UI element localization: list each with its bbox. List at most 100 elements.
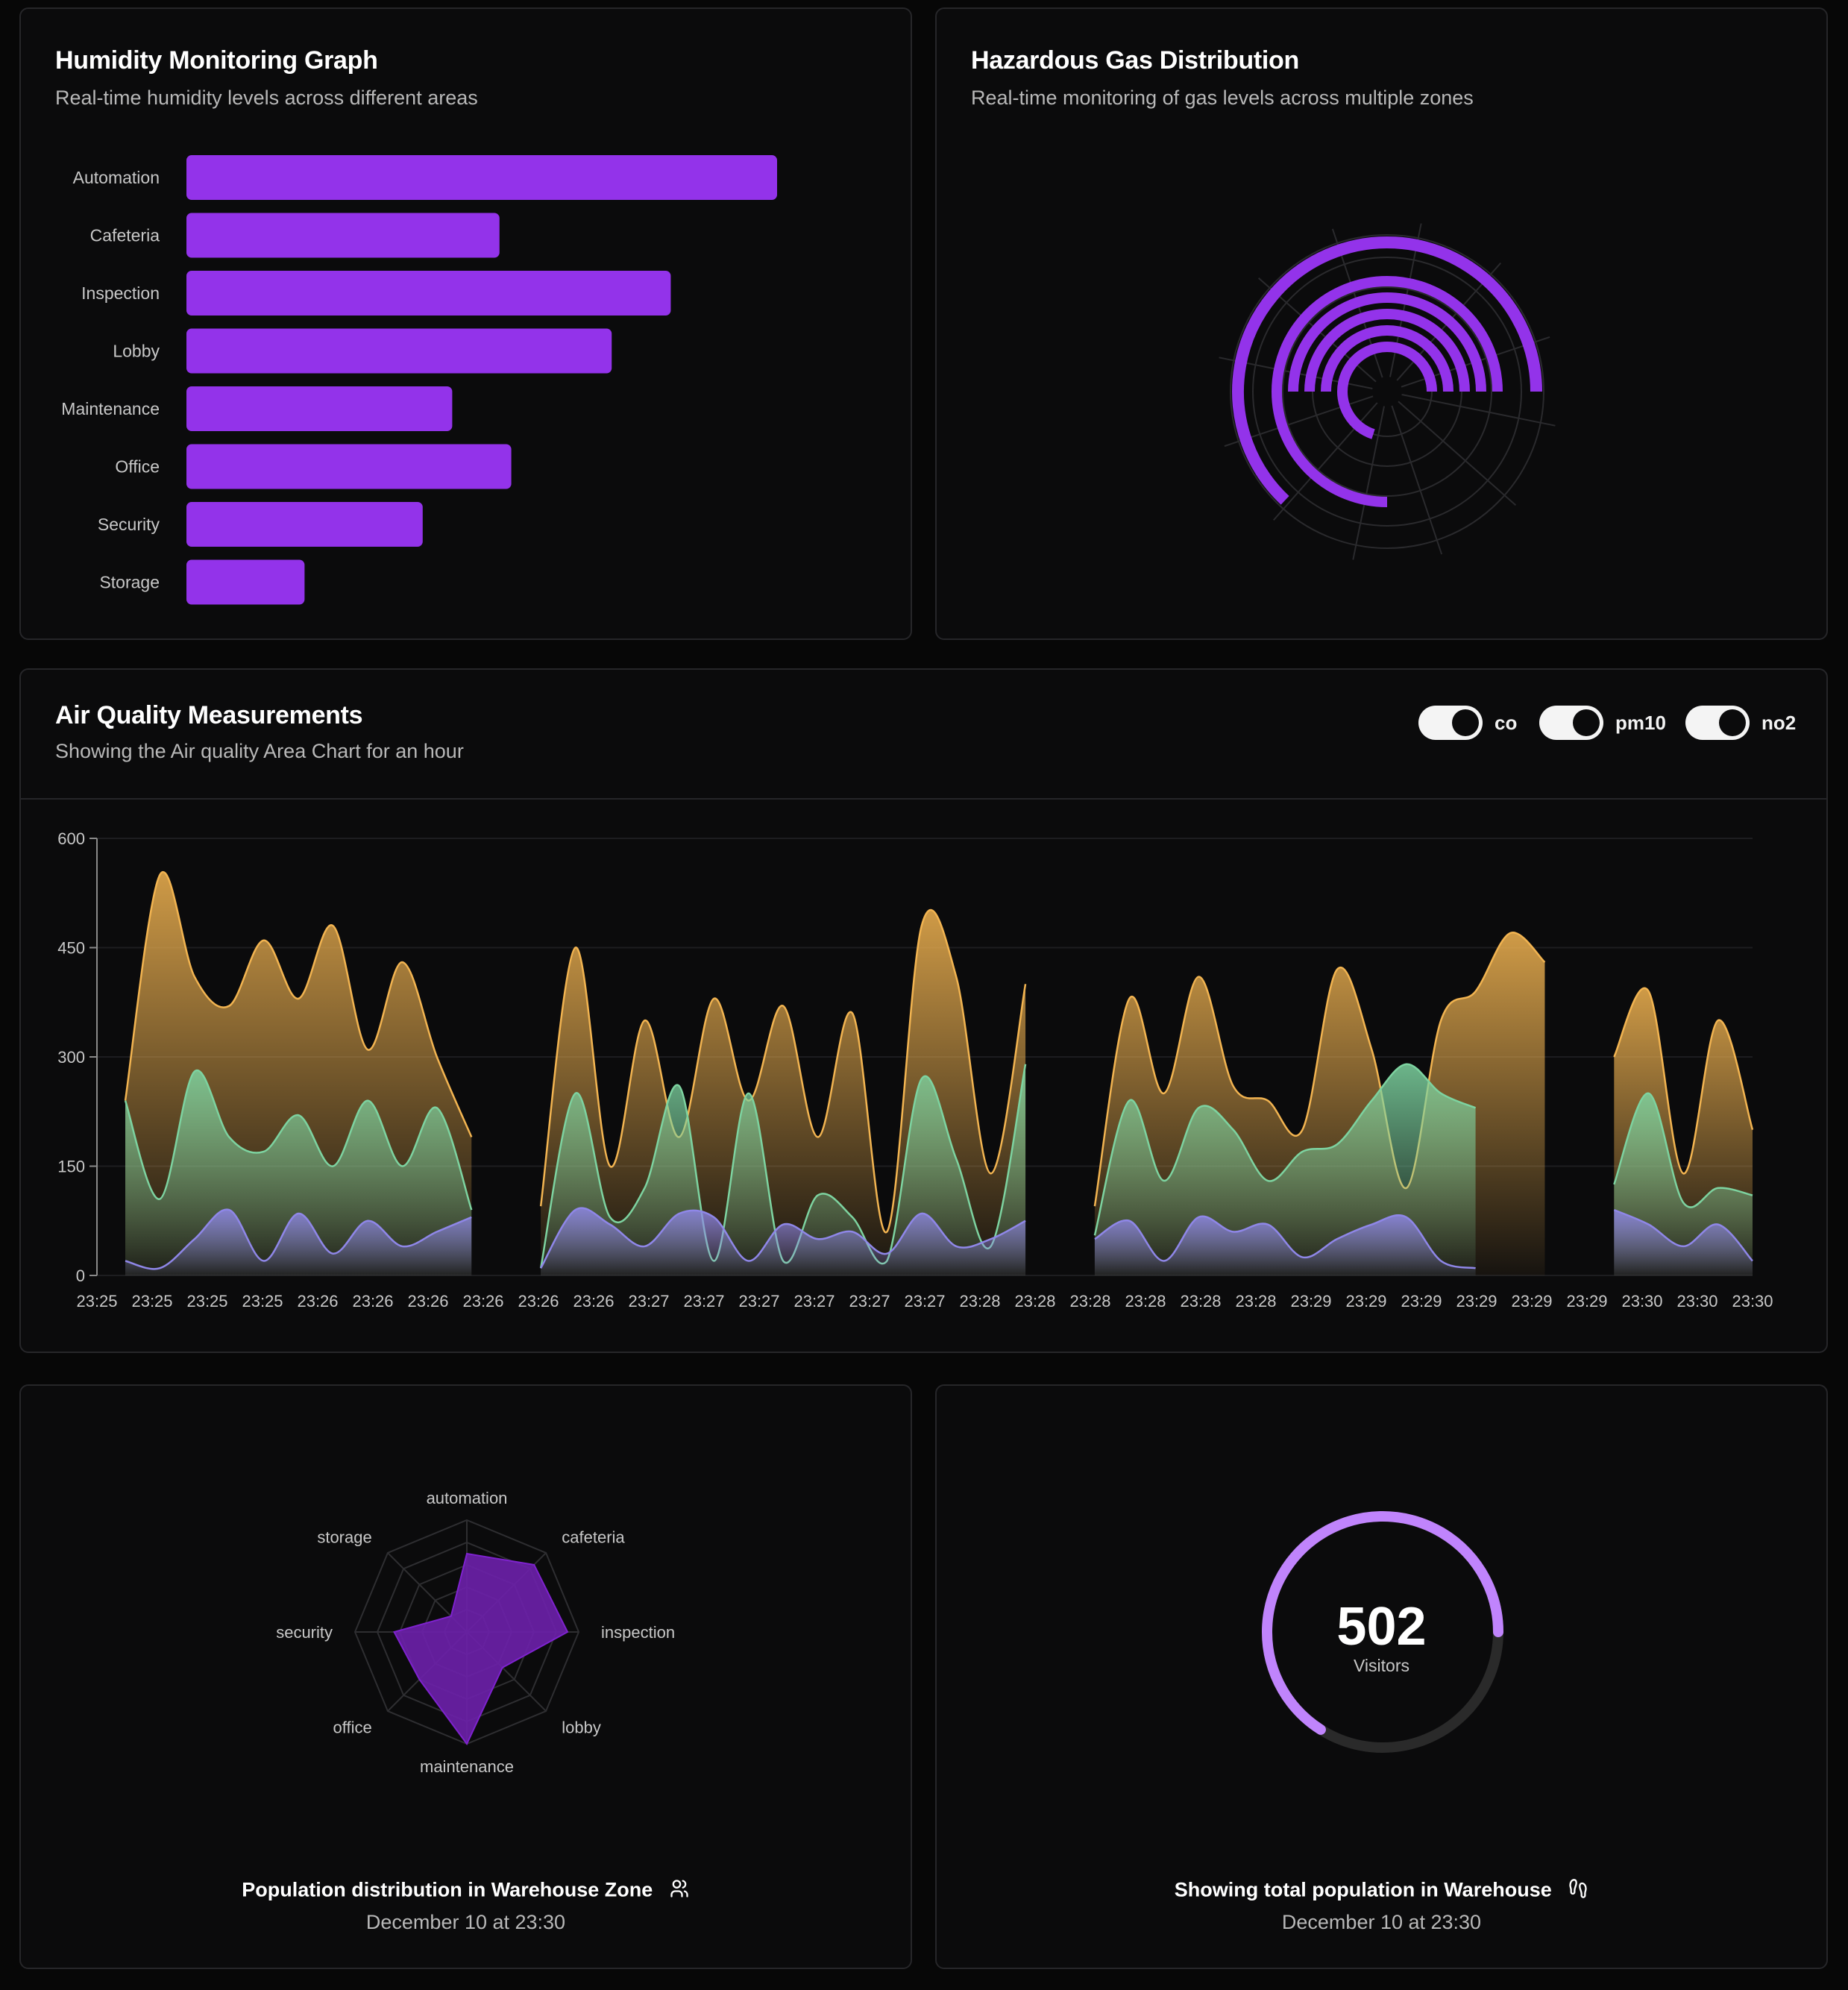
radar-data-area[interactable] (393, 1552, 569, 1745)
air-x-tick-label: 23:27 (683, 1292, 724, 1311)
air-series-line[interactable] (1093, 1063, 1477, 1236)
air-series-line[interactable] (1613, 1092, 1753, 1208)
gas-polar-grid (1219, 223, 1556, 560)
air-x-tick-label: 23:29 (1401, 1292, 1442, 1311)
toggle-pm10[interactable]: pm10 (1539, 706, 1666, 740)
gas-radial-bar[interactable] (1321, 325, 1453, 392)
air-y-tick-label: 300 (57, 1048, 85, 1067)
air-x-tick-label: 23:29 (1290, 1292, 1331, 1311)
air-x-tick-label: 23:27 (904, 1292, 945, 1311)
air-y-tick-label: 600 (57, 829, 85, 848)
visitors-value: 502 (1336, 1597, 1427, 1657)
air-series-line[interactable] (539, 1064, 1027, 1269)
radar-axis-label: office (333, 1718, 372, 1736)
toggle-no2[interactable]: no2 (1685, 706, 1796, 740)
air-x-tick-label: 23:29 (1456, 1292, 1497, 1311)
humidity-bar[interactable] (186, 444, 512, 489)
humidity-bar-label: Office (115, 457, 160, 477)
air-x-tick-label: 23:28 (1069, 1292, 1110, 1311)
air-series-line[interactable] (125, 1208, 472, 1270)
humidity-bar[interactable] (186, 502, 423, 547)
pm10-switch-knob (1573, 709, 1600, 736)
gauge-progress-arc (1262, 1511, 1503, 1735)
air-area-series (1614, 1210, 1753, 1275)
air-x-tick-label: 23:25 (131, 1292, 172, 1311)
pm10-switch[interactable] (1539, 706, 1603, 740)
humidity-bar-label: Maintenance (61, 399, 160, 418)
air-x-tick-label: 23:30 (1732, 1292, 1773, 1311)
air-quality-area-chart: 0 150 300 450 600 23:25 23:25 23:25 23:25 23:26 23… (57, 829, 1773, 1311)
humidity-bar[interactable] (186, 386, 453, 431)
toggle-co[interactable]: co (1418, 706, 1517, 740)
humidity-bar[interactable] (186, 155, 777, 200)
pm10-label: pm10 (1615, 711, 1666, 734)
humidity-bar[interactable] (186, 213, 500, 258)
humidity-bar-label: Inspection (81, 283, 160, 303)
air-x-tick-label: 23:27 (628, 1292, 669, 1311)
no2-switch[interactable] (1685, 706, 1750, 740)
gas-radial-bar[interactable] (1272, 276, 1503, 507)
air-x-tick-label: 23:25 (186, 1292, 227, 1311)
air-area-series (1094, 1215, 1476, 1275)
population-date: December 10 at 23:30 (365, 1911, 566, 1933)
radar-axis-label: security (276, 1623, 333, 1642)
air-x-tick-label: 23:25 (242, 1292, 283, 1311)
humidity-subtitle: Real-time humidity levels across differe… (55, 87, 478, 109)
air-series-line[interactable] (124, 1069, 473, 1211)
humidity-bar-label: Security (98, 515, 160, 534)
gas-radial-bar[interactable] (1288, 292, 1486, 392)
users-icon (669, 1878, 690, 1904)
humidity-title: Humidity Monitoring Graph (55, 46, 378, 75)
gas-subtitle: Real-time monitoring of gas levels acros… (971, 87, 1474, 109)
air-area-series (125, 1209, 472, 1275)
visitors-card: 502 Visitors Showing total population in… (935, 1384, 1828, 1969)
air-x-tick-label: 23:30 (1676, 1292, 1717, 1311)
air-x-tick-label: 23:26 (407, 1292, 448, 1311)
air-x-tick-label: 23:28 (1180, 1292, 1221, 1311)
humidity-bar[interactable] (186, 328, 612, 374)
humidity-bar-label: Automation (73, 168, 160, 187)
gas-radial-bar[interactable] (1304, 309, 1470, 392)
air-x-tick-label: 23:30 (1621, 1292, 1662, 1311)
air-series-line[interactable] (1094, 1214, 1476, 1269)
air-series-line[interactable] (124, 871, 473, 1137)
air-x-tick-label: 23:25 (76, 1292, 117, 1311)
gas-title: Hazardous Gas Distribution (971, 46, 1299, 75)
visitors-footer: Showing total population in Warehouse (937, 1878, 1826, 1904)
air-series-line[interactable] (1613, 987, 1754, 1175)
co-label: co (1495, 711, 1518, 734)
air-series-line[interactable] (1613, 1208, 1753, 1262)
no2-switch-knob (1719, 709, 1746, 736)
co-switch-knob (1452, 709, 1479, 736)
gas-radial-bar[interactable] (1232, 236, 1542, 505)
air-quality-subtitle: Showing the Air quality Area Chart for a… (55, 740, 464, 762)
air-y-tick-label: 450 (57, 939, 85, 958)
radar-axis-label: automation (427, 1489, 508, 1507)
air-series-line[interactable] (1093, 932, 1546, 1207)
visitors-gauge (1262, 1511, 1503, 1753)
population-card: automation cafeteria inspection lobby mainte… (19, 1384, 912, 1969)
gas-radial-bar[interactable] (1337, 342, 1437, 439)
visitors-footer-title: Showing total population in Warehouse (1174, 1878, 1552, 1901)
visitors-date: December 10 at 23:30 (1281, 1911, 1482, 1933)
humidity-card: Humidity Monitoring Graph Real-time humi… (19, 7, 912, 640)
air-series-line[interactable] (540, 1207, 1026, 1269)
population-footer: Population distribution in Warehouse Zon… (21, 1878, 911, 1904)
air-x-tick-label: 23:28 (1125, 1292, 1166, 1311)
population-footer-title: Population distribution in Warehouse Zon… (242, 1878, 653, 1901)
air-y-tick-label: 150 (57, 1158, 85, 1176)
co-switch[interactable] (1418, 706, 1483, 740)
humidity-bar[interactable] (186, 559, 305, 605)
air-x-tick-label: 23:26 (573, 1292, 614, 1311)
air-area-series (541, 1064, 1026, 1275)
air-x-tick-label: 23:28 (1014, 1292, 1055, 1311)
air-x-tick-label: 23:26 (297, 1292, 338, 1311)
air-area-series (541, 1208, 1026, 1275)
humidity-bar-label: Lobby (113, 342, 160, 361)
air-series-line[interactable] (539, 908, 1027, 1234)
radar-axis-label: lobby (562, 1718, 601, 1736)
air-x-tick-label: 23:28 (959, 1292, 1000, 1311)
air-quality-divider (21, 798, 1826, 800)
air-x-tick-label: 23:29 (1566, 1292, 1607, 1311)
humidity-bar[interactable] (186, 271, 671, 316)
